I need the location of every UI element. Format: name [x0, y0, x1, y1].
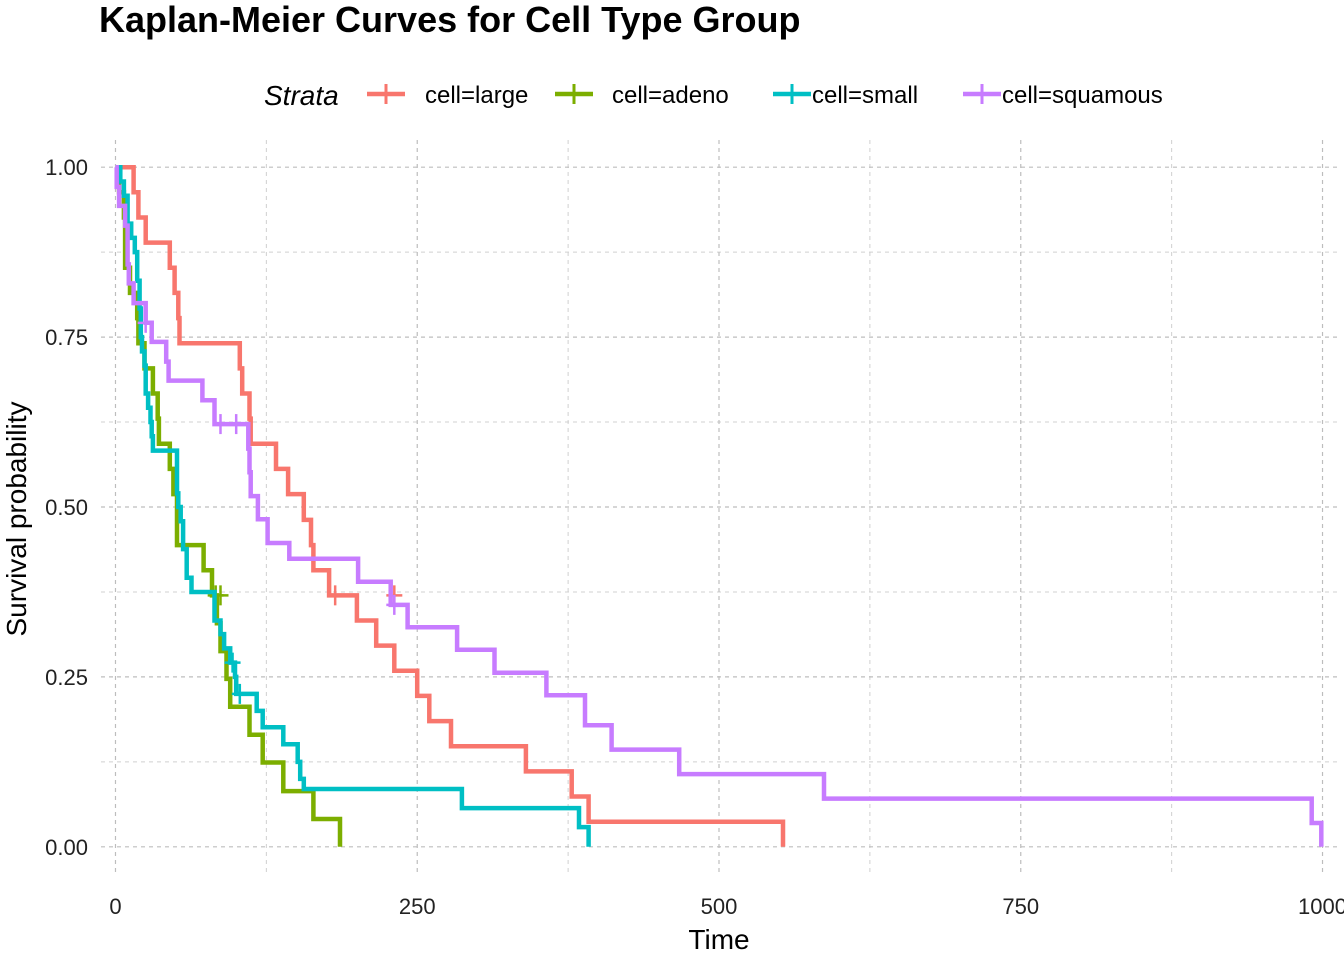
x-axis-ticks: 0 250 500 750 1000	[109, 894, 1344, 919]
legend-label: cell=large	[425, 82, 528, 109]
x-tick-label: 1000	[1298, 894, 1344, 919]
y-tick-label: 0.75	[45, 325, 88, 350]
y-tick-label: 0.00	[45, 835, 88, 860]
legend-label: cell=adeno	[612, 82, 729, 109]
series-squamous	[114, 164, 1324, 847]
y-tick-label: 0.50	[45, 495, 88, 520]
survival-curve	[115, 164, 591, 847]
x-tick-label: 250	[399, 894, 436, 919]
y-tick-label: 1.00	[45, 155, 88, 180]
series-layer	[114, 164, 1324, 847]
y-axis-ticks: 0.00 0.25 0.50 0.75 1.00	[45, 155, 88, 860]
legend: Strata cell=large cell=adeno cell=small cel…	[264, 80, 1163, 111]
series-small	[115, 164, 591, 847]
survival-curve	[115, 164, 786, 847]
chart-title: Kaplan-Meier Curves for Cell Type Group	[99, 0, 800, 40]
legend-label: cell=small	[812, 82, 918, 109]
y-tick-label: 0.25	[45, 665, 88, 690]
x-axis-label: Time	[688, 924, 749, 955]
survival-curve	[114, 164, 1324, 847]
x-tick-label: 500	[701, 894, 738, 919]
x-tick-label: 0	[109, 894, 121, 919]
legend-item: cell=squamous	[963, 82, 1163, 109]
legend-item: cell=large	[367, 82, 528, 109]
legend-title: Strata	[264, 80, 339, 111]
legend-label: cell=squamous	[1002, 82, 1163, 109]
grid	[101, 140, 1337, 874]
legend-item: cell=adeno	[555, 82, 729, 109]
x-tick-label: 750	[1002, 894, 1039, 919]
survival-curve	[115, 164, 343, 847]
y-axis-label: Survival probability	[1, 402, 32, 637]
legend-item: cell=small	[773, 82, 918, 109]
